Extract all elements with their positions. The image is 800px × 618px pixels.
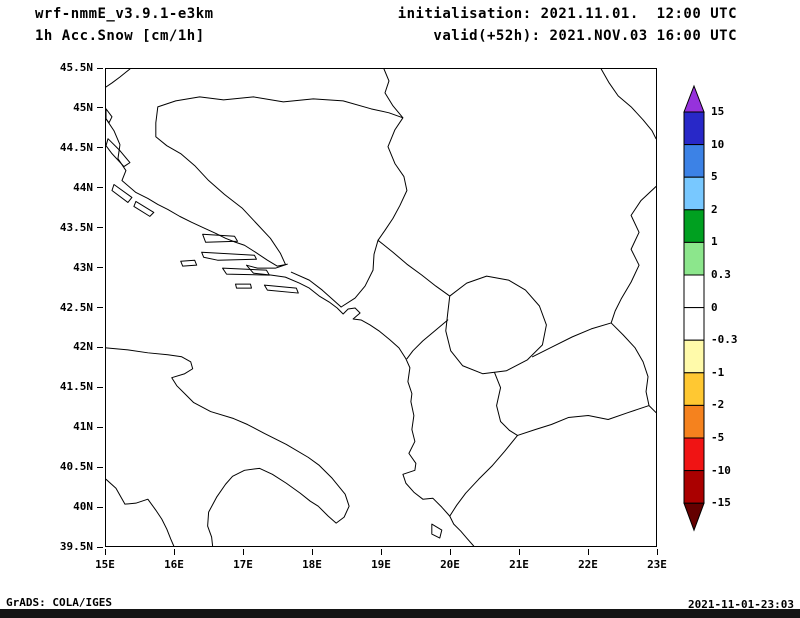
y-axis-tick [97,187,103,189]
colorbar-segment [683,307,705,341]
y-axis-tick [97,307,103,308]
y-axis-tick-label: 41N [73,420,93,434]
y-axis-tick [97,67,103,69]
x-axis-tick-label: 23E [647,558,667,571]
coastlines [106,108,475,546]
colorbar-segment [683,404,705,439]
x-axis-tick [656,549,658,555]
x-axis-tick-label: 21E [509,558,529,571]
y-axis-tick-label: 45N [73,100,93,114]
border-serbia-east-macedonia-greece [517,69,656,436]
plot-timestamp: 2021-11-01-23:03 [688,598,794,611]
y-axis-tick [97,346,103,348]
x-axis-tick [380,549,382,555]
x-axis-tick [104,549,106,555]
x-axis-tick [449,549,451,555]
colorbar-label: 2 [711,202,718,216]
italy-adriatic-ionian-coastline [106,347,350,546]
map-plot-area [105,68,657,547]
bottom-bar [0,609,800,618]
field-title: 1h Acc.Snow [cm/1h] [35,28,205,44]
y-axis-tick-label: 45.5N [59,61,93,74]
y-axis-tick-label: 42.5N [59,300,93,314]
colorbar-label: -10 [711,463,731,477]
colorbar-label: 0.3 [711,268,731,281]
y-axis-tick [97,107,103,109]
colorbar-segment [683,339,705,374]
border-croatia-bosnia-serbia [155,69,408,308]
y-axis-tick [97,267,103,269]
colorbar-label: 0 [711,300,718,314]
colorbar-arrow-top [683,84,705,113]
model-title: wrf-nmmE_v3.9.1-e3km [35,6,214,22]
dalmatian-islands [106,108,443,539]
y-axis-tick [97,466,103,468]
colorbar-svg [683,84,705,532]
y-axis-tick-label: 42N [73,340,93,354]
colorbar-segment [683,144,705,178]
grads-credit: GrADS: COLA/IGES [6,596,112,609]
x-axis-tick [518,549,520,555]
colorbar-label: -15 [711,496,731,510]
y-axis-tick [97,227,103,229]
y-axis-tick-label: 41.5N [59,380,93,394]
colorbar-label: 1 [711,235,718,249]
y-axis-tick [97,506,103,508]
x-axis-tick-label: 16E [164,558,184,571]
country-borders [106,69,656,517]
colorbar-label: 5 [711,170,718,184]
x-axis-tick-label: 17E [233,558,253,571]
y-axis-tick-label: 43.5N [59,220,93,234]
y-axis-tick [97,147,103,149]
x-axis-tick-label: 19E [371,558,391,571]
y-axis-tick-label: 39.5N [59,540,93,553]
colorbar-segment [683,111,705,146]
colorbar-segment [683,274,705,309]
border-slovenia-croatia [106,69,131,88]
x-axis-tick [173,549,175,555]
italy-tyrrhenian-coastline [106,478,175,546]
colorbar-label: -1 [711,365,725,379]
colorbar-label: -2 [711,398,725,412]
colorbar-label: 10 [711,137,725,151]
y-axis-tick [97,426,103,428]
y-axis-tick-label: 43N [73,260,93,274]
colorbar-segment [683,470,705,504]
y-axis-tick-label: 40.5N [59,460,93,474]
colorbar-arrow-bottom [683,502,705,532]
adriatic-east-coastline [106,118,475,546]
x-axis-tick [311,549,313,555]
y-axis-tick-label: 44N [73,180,93,194]
colorbar-label: -0.3 [711,333,738,347]
y-axis-tick-label: 44.5N [59,140,93,154]
y-axis-tick-label: 40N [73,500,93,514]
x-axis-tick [242,549,244,555]
x-axis-tick-label: 15E [95,558,115,571]
x-axis-tick-label: 18E [302,558,322,571]
valid-time-label: valid(+52h): 2021.NOV.03 16:00 UTC [433,28,737,44]
colorbar-segment [683,176,705,211]
border-montenegro-kosovo-albania [340,239,547,517]
init-time-label: initialisation: 2021.11.01. 12:00 UTC [397,6,737,22]
balkans-map-svg [106,69,656,546]
colorbar-segment [683,437,705,472]
y-axis-tick [97,546,103,548]
x-axis-tick-label: 22E [578,558,598,571]
colorbar-segment [683,241,705,276]
colorbar-label: -5 [711,431,725,444]
colorbar-label: 15 [711,105,725,118]
colorbar-segment [683,372,705,406]
y-axis-tick [97,386,103,388]
x-axis-tick-label: 20E [440,558,460,571]
colorbar-segment [683,209,705,243]
x-axis-tick [587,549,589,555]
